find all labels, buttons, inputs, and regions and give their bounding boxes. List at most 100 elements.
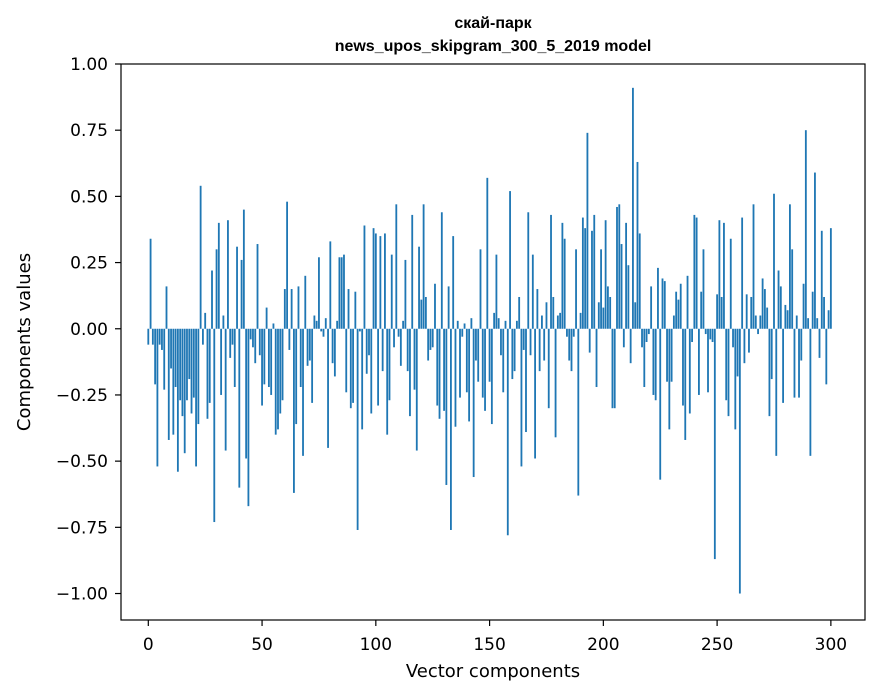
bar — [638, 233, 641, 329]
bar — [718, 220, 721, 329]
bar — [752, 204, 755, 329]
bar — [238, 328, 241, 488]
bar — [713, 328, 716, 560]
bar — [318, 257, 320, 329]
bar — [682, 328, 684, 406]
bar — [802, 283, 805, 329]
bar — [577, 328, 580, 496]
chart-title: скай-парк — [454, 15, 532, 32]
bar — [763, 289, 766, 329]
bar — [422, 204, 425, 329]
bar — [825, 328, 828, 385]
bar — [258, 328, 261, 356]
bar — [202, 328, 204, 345]
bar — [420, 299, 423, 329]
bar — [777, 270, 780, 329]
bar — [431, 328, 434, 348]
bar — [368, 328, 370, 356]
bar — [820, 230, 823, 329]
bar — [818, 328, 821, 358]
bar — [575, 249, 577, 329]
bar — [406, 328, 409, 372]
y-tick-label: 0.75 — [70, 121, 108, 141]
bar — [670, 328, 673, 382]
bar — [443, 328, 445, 411]
bar — [215, 249, 218, 329]
bar — [352, 328, 354, 403]
bar — [324, 318, 327, 329]
bar — [283, 289, 286, 329]
bar — [461, 328, 464, 337]
bar — [515, 320, 518, 329]
bar — [293, 328, 295, 493]
y-axis-label: Components values — [14, 253, 35, 431]
bar — [490, 328, 493, 425]
bar — [261, 328, 263, 406]
bar — [793, 328, 796, 398]
bar — [197, 328, 200, 425]
bar — [333, 328, 336, 377]
bar — [327, 328, 329, 448]
bar — [736, 328, 739, 377]
bar — [616, 206, 618, 329]
bar — [313, 315, 316, 329]
bar — [600, 249, 602, 329]
bar — [161, 328, 163, 350]
bar — [345, 328, 348, 393]
bar — [231, 328, 234, 345]
bar — [459, 328, 461, 398]
bar — [263, 328, 266, 385]
bar — [438, 328, 441, 419]
bar — [151, 328, 154, 345]
bar — [643, 328, 646, 388]
bar — [675, 291, 678, 329]
bar — [386, 328, 389, 435]
bar — [789, 204, 791, 329]
bar — [809, 328, 812, 456]
bar — [597, 302, 600, 329]
bar — [299, 328, 302, 388]
bar — [770, 328, 773, 380]
bar — [695, 217, 698, 329]
bar — [495, 254, 498, 329]
bar — [729, 238, 732, 329]
bar — [456, 320, 459, 329]
bar — [165, 286, 168, 329]
bar — [388, 328, 391, 401]
x-axis-ticks: 0 50 100 150 200 250 300 — [143, 620, 847, 655]
bar — [356, 328, 359, 530]
bar — [149, 238, 152, 329]
bar — [288, 328, 291, 350]
bar — [186, 328, 188, 401]
bar — [472, 328, 475, 478]
bar-series — [147, 87, 832, 594]
bar — [591, 230, 593, 329]
bar — [227, 220, 229, 329]
bar — [297, 286, 300, 329]
bar — [354, 291, 357, 329]
bar — [645, 328, 648, 342]
bar — [814, 172, 816, 329]
bar — [666, 328, 668, 382]
bar — [486, 177, 489, 329]
bar — [650, 286, 653, 329]
bar — [158, 328, 161, 345]
bar — [233, 328, 236, 388]
bar — [220, 328, 223, 395]
bar — [450, 328, 452, 530]
bar — [520, 328, 523, 467]
bar — [365, 328, 368, 374]
x-tick-label: 50 — [251, 635, 273, 655]
bar — [550, 214, 552, 329]
bar — [468, 328, 471, 422]
bar — [190, 328, 193, 414]
bar — [709, 328, 712, 340]
bar — [511, 328, 514, 380]
bar — [609, 296, 612, 329]
bar — [361, 328, 364, 430]
bar — [204, 312, 207, 329]
bar — [804, 130, 807, 329]
bar — [272, 323, 275, 329]
bar — [504, 320, 507, 329]
bar — [331, 328, 334, 364]
